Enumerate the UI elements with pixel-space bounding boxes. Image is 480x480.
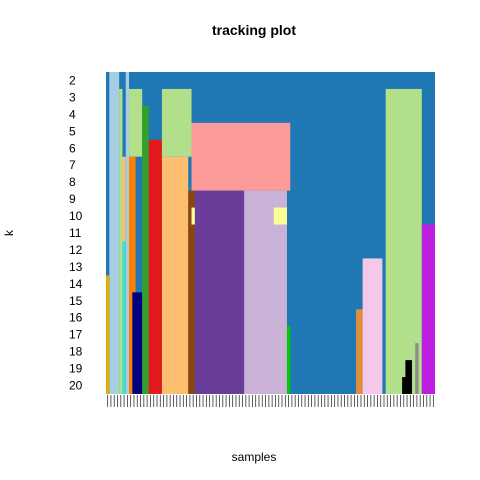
heatmap-cell-block (119, 88, 123, 395)
heatmap-cell-block (161, 156, 189, 394)
y-tick-label: 5 (69, 124, 76, 138)
chart-title: tracking plot (212, 22, 296, 38)
y-tick-label: 3 (69, 90, 76, 104)
heatmap-cell-block (122, 241, 126, 394)
y-tick-label: 12 (69, 243, 83, 257)
heatmap-cell-block (161, 88, 192, 157)
y-tick-label: 14 (69, 277, 83, 291)
x-axis-ticks (107, 395, 434, 407)
y-tick-label: 16 (69, 311, 83, 325)
x-axis-label: samples (232, 450, 277, 464)
heatmap-cell-block (362, 258, 383, 394)
heatmap-cell-block (109, 72, 120, 394)
heatmap-cell-block (148, 139, 162, 394)
y-axis-label: k (2, 229, 16, 236)
y-tick-label: 19 (69, 362, 83, 376)
y-tick-label: 11 (69, 226, 82, 240)
y-tick-label: 4 (69, 107, 76, 121)
heatmap-cell-block (142, 105, 149, 394)
heatmap-cell-block (273, 207, 287, 225)
heatmap-cell-block (191, 207, 195, 225)
heatmap-cell-block (402, 377, 409, 394)
heatmap-cell-block (191, 122, 291, 191)
heatmap-cell-block (194, 190, 245, 394)
heatmap-cell-block (286, 326, 291, 394)
heatmap-cell-block (356, 309, 363, 394)
y-tick-label: 18 (69, 345, 83, 359)
y-tick-label: 8 (69, 175, 76, 189)
heatmap-cell-block (106, 275, 110, 394)
y-tick-label: 20 (69, 379, 83, 393)
y-axis: 2 3 4 5 6 7 8 9 10 11 12 13 14 15 16 17 18 19 20 (69, 73, 83, 392)
heatmap-cell-block (129, 156, 136, 394)
y-tick-label: 17 (69, 328, 83, 342)
heatmap-cell-block (405, 360, 412, 394)
heatmap-cell-block (421, 224, 435, 394)
heatmap-cell-block (415, 343, 419, 394)
y-tick-label: 13 (69, 260, 83, 274)
heatmap-cell-block (188, 190, 195, 394)
y-tick-label: 10 (69, 209, 83, 223)
y-tick-label: 6 (69, 141, 76, 155)
y-tick-label: 2 (69, 73, 76, 87)
heatmap-cell-block (132, 292, 143, 394)
plot-area (106, 72, 435, 395)
heatmap-cell-block (125, 72, 130, 394)
y-tick-label: 15 (69, 294, 83, 308)
heatmap-cell-block (129, 88, 143, 157)
heatmap-cell-block (122, 156, 126, 242)
y-tick-label: 7 (69, 158, 76, 172)
y-tick-label: 9 (69, 192, 76, 206)
